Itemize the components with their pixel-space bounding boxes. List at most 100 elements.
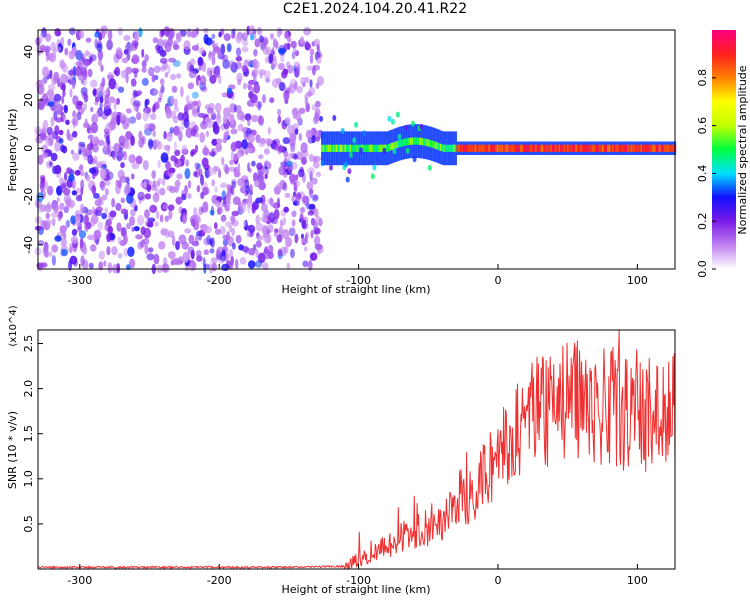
heatmap-noise-cell xyxy=(316,43,320,51)
heatmap-noise-cell xyxy=(116,222,122,232)
heatmap-noise-cell xyxy=(276,182,285,189)
heatmap-signal-core xyxy=(617,144,620,152)
heatmap-noise-cell xyxy=(293,153,298,160)
heatmap-noise-cell xyxy=(48,161,53,167)
heatmap-noise-cell xyxy=(94,199,102,207)
snr-frame xyxy=(37,329,676,570)
heatmap-noise-cell xyxy=(107,29,113,41)
heatmap-noise-cell xyxy=(59,59,65,70)
heatmap-noise-cell xyxy=(226,231,230,241)
heatmap-noise-cell xyxy=(167,251,176,259)
heatmap-signal-core xyxy=(628,144,631,152)
heatmap-noise-cell xyxy=(259,72,263,79)
heatmap-signal-core xyxy=(566,144,569,152)
heatmap-noise-cell xyxy=(313,160,320,169)
heatmap-noise-cell xyxy=(160,152,169,163)
heatmap-noise-cell xyxy=(120,162,125,169)
heatmap-noise-cell xyxy=(147,247,154,253)
heatmap-noise-cell xyxy=(36,84,45,95)
heatmap-noise-cell xyxy=(96,43,103,52)
heatmap-signal-core xyxy=(555,144,558,152)
heatmap-noise-cell xyxy=(93,229,102,240)
heatmap-noise-cell xyxy=(173,40,178,50)
heatmap-signal-outlier xyxy=(362,130,367,137)
heatmap-noise-cell xyxy=(191,91,199,99)
heatmap-noise-cell xyxy=(187,193,192,199)
heatmap-noise-cell xyxy=(90,244,97,252)
heatmap-noise-cell xyxy=(141,48,145,58)
heatmap-noise-cell xyxy=(104,131,110,140)
heatmap-signal-core xyxy=(638,144,641,152)
heatmap-noise-cell xyxy=(134,39,138,50)
heatmap-noise-cell xyxy=(82,91,88,100)
heatmap-noise-cell xyxy=(168,29,174,41)
y-tick-label: 2.0 xyxy=(22,380,35,398)
heatmap-noise-cell xyxy=(156,210,160,219)
heatmap-signal-core xyxy=(521,144,524,152)
heatmap-signal-core xyxy=(596,144,600,152)
colorbar: 0.0 0.2 0.4 0.6 0.8 Normalized spectral ampl… xyxy=(696,30,749,278)
heatmap-noise-cell xyxy=(277,62,285,71)
heatmap-signal-core xyxy=(508,144,511,152)
heatmap-noise-cell xyxy=(193,207,198,216)
heatmap-signal-outlier xyxy=(332,115,337,121)
x-tick-label: -100 xyxy=(346,574,371,587)
heatmap-noise-cell xyxy=(273,231,278,237)
heatmap-signal-outlier xyxy=(349,151,354,158)
heatmap-noise-cell xyxy=(124,183,131,194)
heatmap-noise-cell xyxy=(135,234,143,240)
heatmap-noise-cell xyxy=(228,60,236,70)
heatmap-noise-cell xyxy=(210,205,215,217)
heatmap-noise-cell xyxy=(203,249,209,256)
heatmap-noise-cell xyxy=(51,244,59,253)
heatmap-signal-core xyxy=(453,144,456,152)
heatmap-noise-cell xyxy=(235,234,242,244)
heatmap-noise-cell xyxy=(206,234,212,245)
heatmap-noise-cell xyxy=(302,150,309,158)
heatmap-noise-cell xyxy=(100,64,104,72)
heatmap-signal-core xyxy=(478,144,481,152)
heatmap-noise-cell xyxy=(251,203,256,214)
heatmap-signal-core xyxy=(351,144,354,152)
heatmap-noise-cell xyxy=(185,95,190,104)
colorbar-tick-label: 0.0 xyxy=(696,260,709,278)
heatmap-signal-outlier xyxy=(419,123,424,130)
heatmap-signal-outlier xyxy=(405,147,410,154)
heatmap-noise-cell xyxy=(287,124,295,136)
heatmap-noise-cell xyxy=(181,144,188,154)
heatmap-noise-cell xyxy=(39,97,45,108)
heatmap-noise-cell xyxy=(301,237,309,244)
heatmap-noise-cell xyxy=(144,243,149,255)
heatmap-noise-cell xyxy=(123,35,131,41)
heatmap-signal-core xyxy=(531,144,534,152)
heatmap-noise-cell xyxy=(214,200,220,208)
heatmap-noise-cell xyxy=(236,110,245,121)
heatmap-signal-core xyxy=(612,144,615,152)
heatmap-noise-cell xyxy=(254,38,261,48)
heatmap-noise-cell xyxy=(200,174,204,186)
heatmap-signal-outlier xyxy=(319,115,323,122)
heatmap-noise-cell xyxy=(210,257,218,264)
heatmap-noise-cell xyxy=(173,141,177,152)
heatmap-noise-cell xyxy=(140,239,145,248)
heatmap-noise-cell xyxy=(195,167,200,179)
heatmap-noise-cell xyxy=(137,214,145,226)
heatmap-noise-cell xyxy=(254,100,263,109)
heatmap-noise-cell xyxy=(51,255,57,266)
heatmap-noise-cell xyxy=(106,39,113,51)
heatmap-signal-core xyxy=(419,137,422,145)
heatmap-noise-cell xyxy=(87,134,94,140)
heatmap-noise-cell xyxy=(230,61,238,73)
heatmap-noise-cell xyxy=(308,203,316,210)
heatmap-signal-core xyxy=(538,144,541,152)
heatmap-noise-cell xyxy=(223,114,228,124)
heatmap-signal-core xyxy=(657,144,660,152)
heatmap-noise-cell xyxy=(220,215,227,223)
heatmap-signal-core xyxy=(637,144,640,152)
heatmap-noise-cell xyxy=(60,73,68,84)
heatmap-noise-cell xyxy=(175,240,180,251)
heatmap-signal-core xyxy=(456,144,459,152)
heatmap-signal-outlier xyxy=(329,164,333,171)
heatmap-noise-cell xyxy=(115,202,122,211)
heatmap-noise-cell xyxy=(58,210,63,219)
